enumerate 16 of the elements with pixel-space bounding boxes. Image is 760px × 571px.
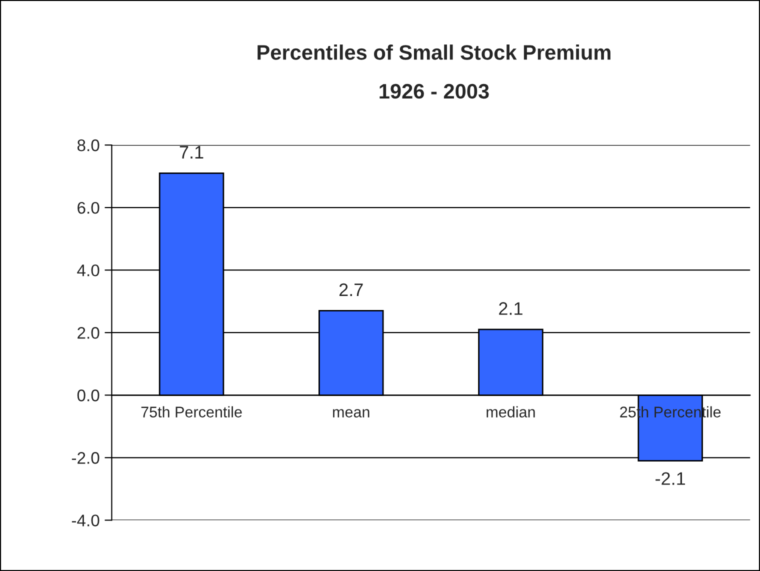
y-tick-label: -2.0	[72, 452, 100, 464]
x-tick-label: median	[486, 406, 535, 418]
y-tick-label: 4.0	[77, 264, 100, 276]
y-tick-label: 0.0	[77, 390, 100, 402]
data-label: 7.1	[180, 146, 204, 158]
x-tick-label: mean	[333, 409, 370, 418]
y-tick-label: 2.0	[78, 327, 100, 339]
data-label: -2.1	[656, 472, 685, 485]
data-label: 2.1	[499, 302, 522, 315]
x-tick-label: 75th Percentile	[141, 406, 242, 418]
y-tick-label: 6.0	[78, 202, 100, 214]
chart-subtitle: 1926 - 2003	[380, 84, 489, 99]
y-tick-label: -4.0	[72, 514, 100, 526]
data-label: 2.7	[339, 283, 363, 296]
y-tick-label: 8.0	[77, 139, 100, 152]
chart-title: Percentiles of Small Stock Premium	[258, 44, 610, 60]
